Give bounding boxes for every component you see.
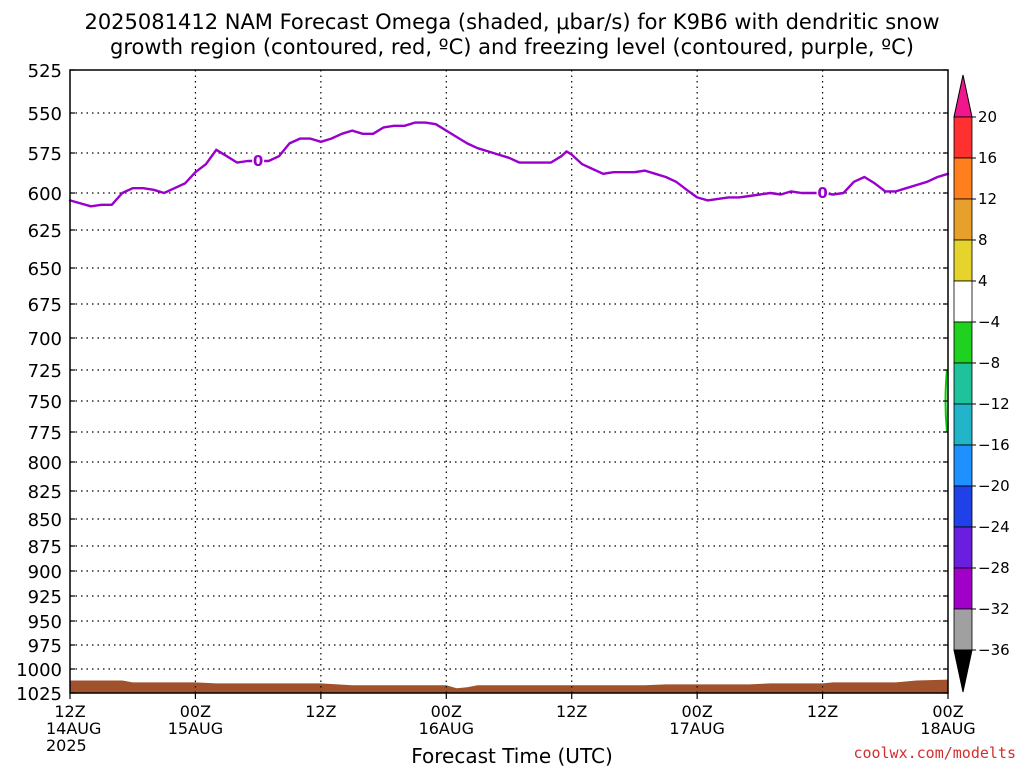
y-tick-label-825: 825 — [28, 482, 62, 503]
colorbar-segment-9 — [953, 485, 973, 528]
y-axis-ticks: 525 550 575 600 625 650 675 700 725 750 775 800 825 8… — [16, 61, 948, 705]
grid-lines — [70, 70, 948, 693]
colorbar-segment-5 — [953, 321, 973, 364]
x-tick-label-0-3: 2025 — [46, 736, 87, 755]
plot-border — [69, 69, 949, 694]
y-tick-label-575: 575 — [28, 144, 62, 165]
x-tick-label-4-1: 12Z — [556, 702, 587, 721]
colorbar-label-11: −28 — [978, 559, 1010, 577]
colorbar-segment-0 — [953, 116, 973, 159]
y-tick-label-625: 625 — [28, 221, 62, 242]
plot-area — [70, 70, 948, 693]
y-tick-label-800: 800 — [28, 453, 62, 474]
colorbar-label-0: 20 — [978, 108, 997, 126]
colorbar-segment-12 — [953, 608, 973, 651]
freezing-level-contour: 00 — [68, 121, 950, 208]
colorbar-label-12: −32 — [978, 600, 1010, 618]
colorbar-label-2: 12 — [978, 190, 997, 208]
colorbar-segment-7 — [953, 403, 973, 446]
y-tick-label-1000: 1000 — [16, 660, 62, 681]
freezing-level-label-0: 0 — [253, 152, 263, 170]
y-tick-label-1025: 1025 — [16, 684, 62, 705]
colorbar-label-5: −4 — [978, 313, 1000, 331]
y-tick-label-775: 775 — [28, 423, 62, 444]
y-tick-label-900: 900 — [28, 562, 62, 583]
x-tick-label-7-2: 18AUG — [920, 719, 975, 738]
colorbar-bottom-arrow — [953, 649, 973, 693]
colorbar-segment-8 — [953, 444, 973, 487]
colorbar-label-4: 4 — [978, 272, 988, 290]
freezing-level-label-1: 0 — [817, 184, 827, 202]
y-tick-label-750: 750 — [28, 392, 62, 413]
colorbar-label-13: −36 — [978, 641, 1010, 659]
y-tick-label-850: 850 — [28, 510, 62, 531]
y-tick-label-600: 600 — [28, 184, 62, 205]
y-tick-label-725: 725 — [28, 361, 62, 382]
x-tick-label-3-2: 16AUG — [419, 719, 474, 738]
x-axis-label: Forecast Time (UTC) — [411, 744, 613, 768]
y-tick-label-700: 700 — [28, 329, 62, 350]
freezing-level-line — [68, 121, 950, 208]
colorbar-label-10: −24 — [978, 518, 1010, 536]
y-tick-label-875: 875 — [28, 537, 62, 558]
y-tick-label-525: 525 — [28, 61, 62, 82]
x-tick-label-2-1: 12Z — [305, 702, 336, 721]
colorbar-label-6: −8 — [978, 354, 1000, 372]
x-tick-label-7-1: 00Z — [932, 702, 963, 721]
colorbar-top-arrow — [953, 74, 973, 118]
x-tick-label-0-1: 12Z — [54, 702, 85, 721]
colorbar-label-7: −12 — [978, 395, 1010, 413]
plot-frame — [69, 69, 949, 694]
freezing-label-bg-0 — [252, 152, 265, 170]
colorbar-segment-6 — [953, 362, 973, 405]
chart-title-line-2: growth region (contoured, red, ºC) and f… — [110, 35, 914, 59]
colorbar-label-1: 16 — [978, 149, 997, 167]
x-tick-label-6-1: 12Z — [807, 702, 838, 721]
x-tick-label-1-2: 15AUG — [168, 719, 223, 738]
x-tick-label-0-2: 14AUG — [46, 719, 101, 738]
y-tick-label-650: 650 — [28, 259, 62, 280]
y-tick-label-975: 975 — [28, 636, 62, 657]
terrain-area — [70, 679, 948, 693]
colorbar-label-3: 8 — [978, 231, 988, 249]
y-tick-label-950: 950 — [28, 612, 62, 633]
x-tick-label-1-1: 00Z — [180, 702, 211, 721]
y-tick-label-925: 925 — [28, 587, 62, 608]
site-credit: coolwx.com/modelts — [853, 744, 1016, 762]
x-tick-label-5-2: 17AUG — [669, 719, 724, 738]
omega-colorbar: 20 16 12 8 4 −4 −8 −12 −16 −20 −24 −28 −32 −36 — [953, 74, 1010, 693]
colorbar-segment-10 — [953, 526, 973, 569]
colorbar-segment-4 — [953, 280, 973, 323]
terrain-fill — [70, 679, 948, 693]
x-tick-label-3-1: 00Z — [431, 702, 462, 721]
y-tick-label-675: 675 — [28, 295, 62, 316]
colorbar-label-8: −16 — [978, 436, 1010, 454]
colorbar-segment-11 — [953, 567, 973, 610]
colorbar-label-9: −20 — [978, 477, 1010, 495]
y-tick-label-550: 550 — [28, 104, 62, 125]
chart-title-line-1: 2025081412 NAM Forecast Omega (shaded, μ… — [84, 10, 940, 34]
colorbar-segment-2 — [953, 198, 973, 241]
colorbar-segment-1 — [953, 157, 973, 200]
x-tick-label-5-1: 00Z — [681, 702, 712, 721]
freezing-label-bg-1 — [816, 184, 829, 202]
colorbar-segment-3 — [953, 239, 973, 282]
